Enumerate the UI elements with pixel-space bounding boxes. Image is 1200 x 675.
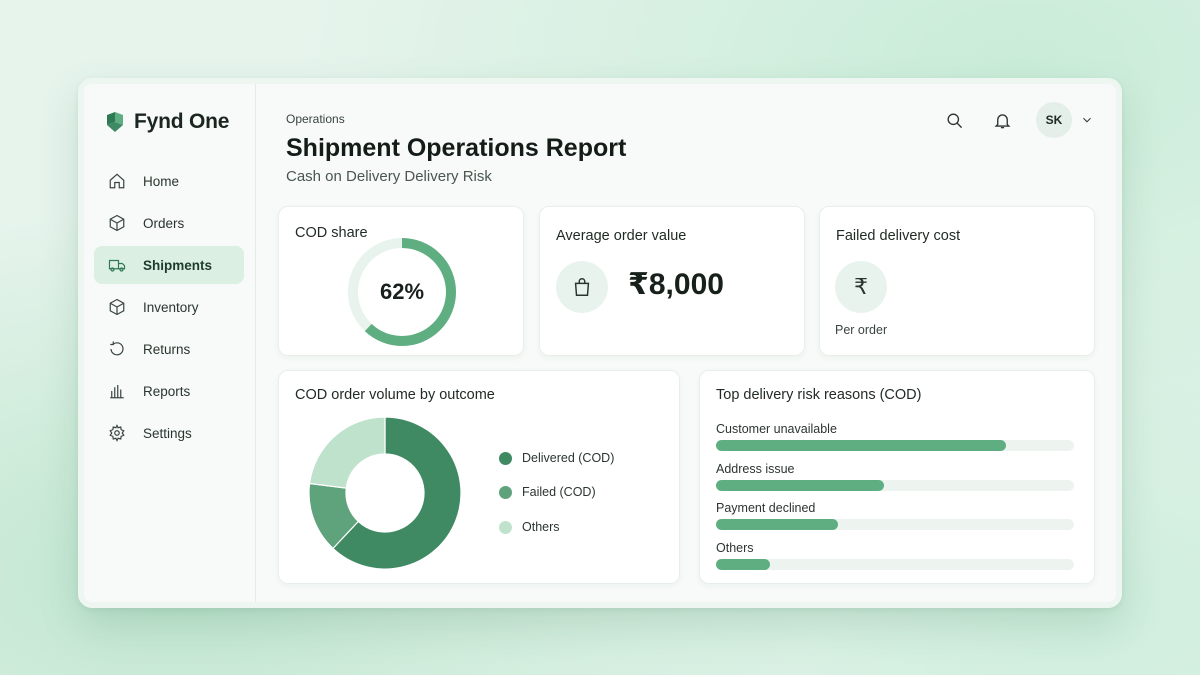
bar-fill <box>716 519 838 530</box>
sidebar-item-label: Shipments <box>143 257 213 273</box>
bar-label: Address issue <box>716 461 795 476</box>
kpi-card-failed-delivery-cost: Failed delivery cost ₹ Per order <box>819 206 1095 356</box>
donut-slice-delivered-cod[interactable] <box>332 416 462 570</box>
donut-chart-card: COD order volume by outcome Delivered (C… <box>278 370 680 584</box>
bar-track <box>716 440 1074 451</box>
kpi-title: Average order value <box>556 228 687 244</box>
sidebar-item-label: Settings <box>143 425 192 441</box>
ring-progress <box>348 238 456 346</box>
sidebar-item-inventory[interactable]: Inventory <box>94 288 244 326</box>
chevron-down-icon[interactable] <box>1080 113 1094 127</box>
bar-label: Others <box>716 540 754 555</box>
bar-track <box>716 558 1074 570</box>
shopping-bag-icon <box>574 278 590 296</box>
sidebar-item-returns[interactable]: Returns <box>94 330 244 368</box>
search-icon <box>946 112 962 128</box>
main-content: Operations Shipment Operations Report Ca… <box>256 84 1116 602</box>
bar-chart-icon <box>110 385 124 399</box>
bar-track <box>716 479 1074 491</box>
bar-fill <box>716 440 1006 451</box>
kpi-value: ₹8,000 <box>628 268 724 301</box>
fynd-logo-icon <box>107 112 123 132</box>
outcome-donut-chart <box>308 416 462 570</box>
legend-item-failed: Failed (COD) <box>499 485 596 499</box>
legend-item-others: Others <box>499 520 560 534</box>
truck-icon <box>108 259 126 272</box>
sidebar-item-label: Reports <box>143 383 191 399</box>
cube-icon <box>109 298 125 316</box>
return-icon <box>110 341 124 356</box>
kpi-value: 62% <box>379 279 425 304</box>
logo[interactable]: Fynd One <box>104 110 229 134</box>
chart-title: COD order volume by outcome <box>295 387 495 403</box>
chart-title: Top delivery risk reasons (COD) <box>716 387 922 403</box>
top-bar-actions: SK <box>924 102 1094 138</box>
bar-label: Customer unavailable <box>716 422 837 436</box>
sidebar-item-label: Inventory <box>143 299 199 315</box>
sidebar-item-orders[interactable]: Orders <box>94 204 244 242</box>
legend-item-delivered: Delivered (COD) <box>499 451 614 465</box>
bar-label: Payment declined <box>716 501 816 515</box>
sidebar-item-label: Home <box>143 173 180 189</box>
legend-label: Delivered (COD) <box>522 451 615 465</box>
kpi-title: Failed delivery cost <box>836 228 961 244</box>
bar-fill <box>716 479 885 491</box>
sidebar-item-reports[interactable]: Reports <box>94 372 244 410</box>
legend-label: Failed (COD) <box>522 485 596 499</box>
gear-icon <box>109 424 125 442</box>
bar-fill <box>716 558 770 570</box>
legend-label: Others <box>522 520 560 534</box>
sidebar-nav: Home Orders Shipments Inventory Returns … <box>94 162 244 456</box>
notifications-button[interactable] <box>984 102 1020 138</box>
shopping-bag-badge <box>556 261 608 313</box>
risk-reasons-card: Top delivery risk reasons (COD) Customer… <box>699 370 1095 584</box>
sidebar-item-shipments[interactable]: Shipments <box>94 246 244 284</box>
bar-track <box>716 519 1074 530</box>
sidebar: Fynd One Home Orders Shipments Inventory <box>84 84 256 602</box>
legend-dot <box>499 451 512 465</box>
rupee-badge: ₹ <box>835 261 887 313</box>
box-icon <box>109 214 125 232</box>
app-name: Fynd One <box>134 110 230 133</box>
page-subtitle: Cash on Delivery Delivery Risk <box>286 168 492 185</box>
kpi-card-cod-share: COD share 62% <box>278 206 524 356</box>
app-window: Fynd One Home Orders Shipments Inventory <box>78 78 1122 608</box>
kpi-card-average-order-value: Average order value ₹8,000 <box>539 206 805 356</box>
kpi-title: COD share <box>295 225 368 241</box>
sidebar-item-label: Returns <box>143 341 191 357</box>
bell-icon <box>994 113 1010 128</box>
legend-dot <box>499 485 512 499</box>
avatar[interactable]: SK <box>1036 102 1072 138</box>
search-button[interactable] <box>936 102 972 138</box>
donut-slice-others[interactable] <box>308 416 386 489</box>
breadcrumb[interactable]: Operations <box>286 112 345 126</box>
page-title: Shipment Operations Report <box>286 134 627 162</box>
sidebar-item-settings[interactable]: Settings <box>94 414 244 452</box>
rupee-icon: ₹ <box>854 274 868 300</box>
sidebar-item-label: Orders <box>143 215 185 231</box>
kpi-note: Per order <box>835 323 888 337</box>
legend-dot <box>499 520 512 534</box>
sidebar-item-home[interactable]: Home <box>94 162 244 200</box>
cod-share-ring <box>348 238 456 346</box>
home-icon <box>109 173 125 189</box>
